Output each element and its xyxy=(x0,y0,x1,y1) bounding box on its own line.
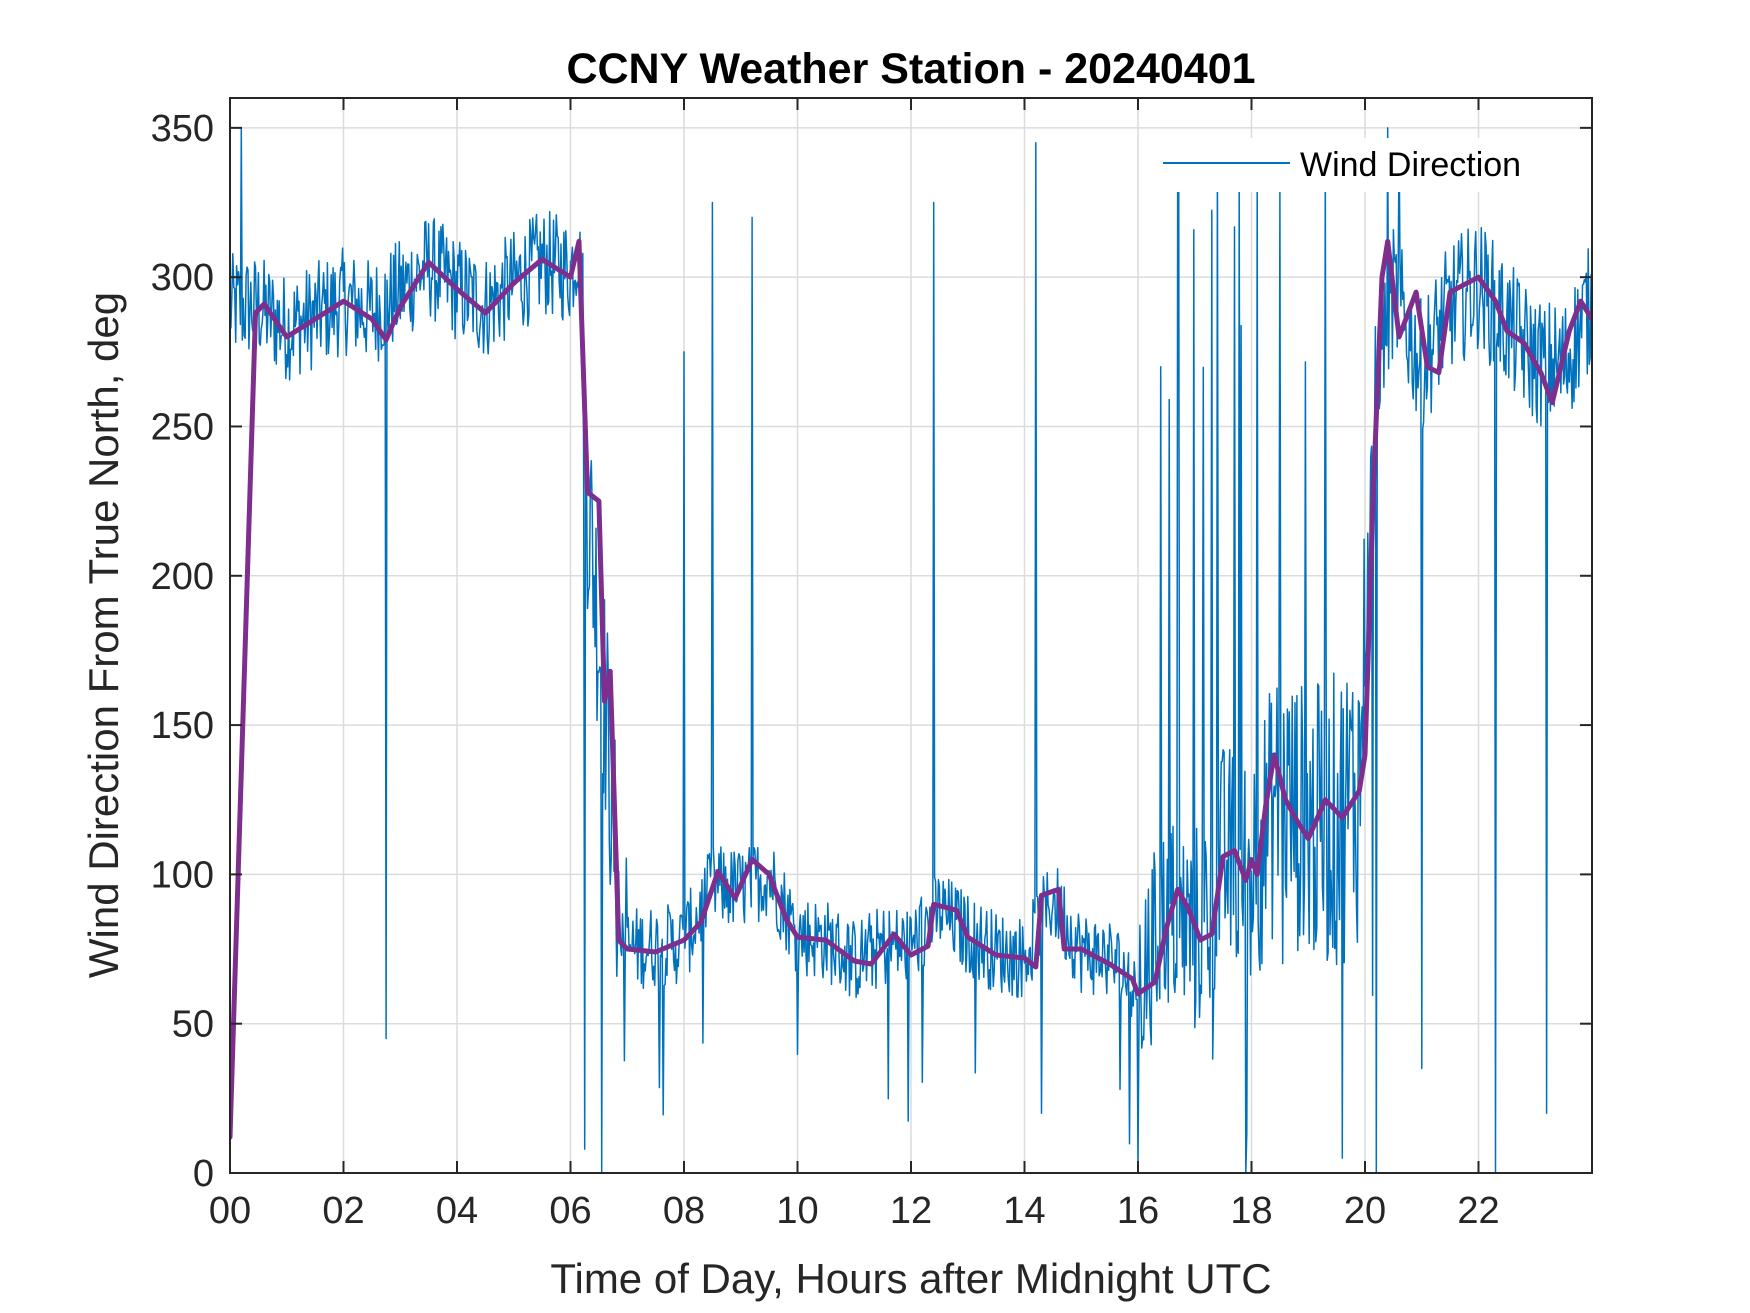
ticks: 00 02 04 06 08 10 12 14 16 18 20 22 0 50 100 150 200 250 3… xyxy=(151,98,1592,1232)
x-tick-label: 02 xyxy=(322,1190,364,1232)
x-tick-label: 14 xyxy=(1003,1190,1045,1232)
x-tick-label: 22 xyxy=(1457,1190,1499,1232)
series-line-smoothed xyxy=(230,238,1592,1140)
y-tick-label: 250 xyxy=(151,406,214,448)
y-tick-label: 150 xyxy=(151,705,214,747)
x-tick-label: 00 xyxy=(209,1190,251,1232)
x-axis-title: Time of Day, Hours after Midnight UTC xyxy=(550,1255,1271,1302)
x-tick-label: 12 xyxy=(890,1190,932,1232)
x-tick-label: 20 xyxy=(1344,1190,1386,1232)
x-tick-label: 06 xyxy=(549,1190,591,1232)
y-tick-label: 50 xyxy=(172,1004,214,1046)
plot-area xyxy=(230,127,1592,1173)
y-axis-title: Wind Direction From True North, deg xyxy=(80,292,127,978)
y-tick-label: 350 xyxy=(151,108,214,150)
legend: Wind Direction xyxy=(1150,138,1570,192)
y-tick-label: 0 xyxy=(193,1153,214,1195)
x-tick-label: 04 xyxy=(436,1190,478,1232)
chart-title: CCNY Weather Station - 20240401 xyxy=(566,45,1255,93)
x-tick-label: 16 xyxy=(1117,1190,1159,1232)
x-tick-label: 08 xyxy=(663,1190,705,1232)
y-tick-label: 100 xyxy=(151,854,214,896)
legend-label-wind-direction: Wind Direction xyxy=(1300,146,1521,184)
x-tick-label: 18 xyxy=(1230,1190,1272,1232)
series-line-wind-direction xyxy=(230,127,1592,1173)
x-tick-label: 10 xyxy=(776,1190,818,1232)
y-tick-label: 300 xyxy=(151,257,214,299)
y-tick-label: 200 xyxy=(151,556,214,598)
legend-box xyxy=(1150,138,1570,192)
